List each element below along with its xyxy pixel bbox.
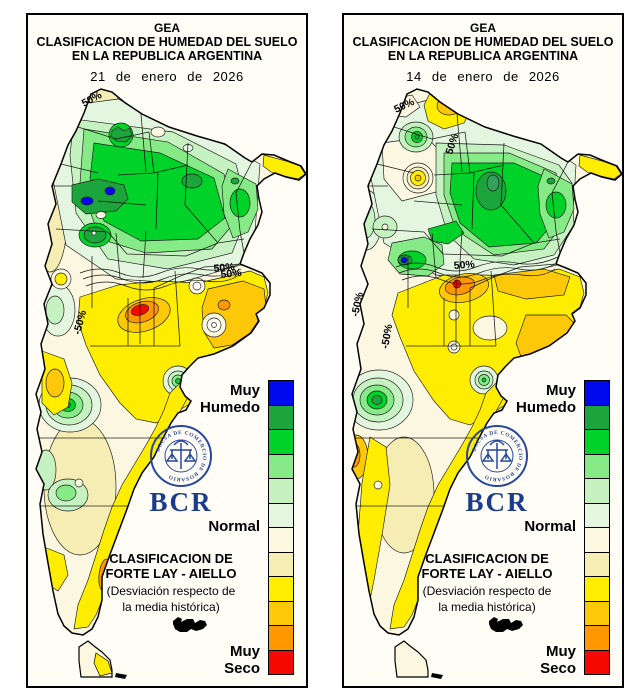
legend-swatch bbox=[268, 453, 294, 479]
map-date: 21 de enero de 2026 bbox=[90, 69, 244, 85]
org-title: GEA bbox=[153, 21, 180, 35]
contour-label: 50% bbox=[453, 259, 475, 272]
classification-subtitle-line2: la media histórica) bbox=[438, 599, 536, 614]
legend-swatch bbox=[584, 404, 610, 430]
malvinas-islands bbox=[489, 617, 523, 632]
map-date: 14 de enero de 2026 bbox=[406, 69, 560, 85]
legend-swatch bbox=[268, 551, 294, 577]
panel-header: GEA CLASIFICACION DE HUMEDAD DEL SUELO E… bbox=[28, 21, 306, 85]
classification-title-line2: FORTE LAY - AIELLO bbox=[105, 566, 237, 582]
org-title: GEA bbox=[469, 21, 496, 35]
classification-title-line2: FORTE LAY - AIELLO bbox=[421, 566, 553, 582]
malvinas-islands bbox=[173, 617, 207, 632]
legend-swatch bbox=[268, 600, 294, 626]
argentina-map: 50%50%50%-50% bbox=[35, 88, 307, 679]
map-title-line2: EN LA REPUBLICA ARGENTINA bbox=[387, 49, 579, 64]
legend-swatch bbox=[268, 527, 294, 553]
contour-label: 50% bbox=[213, 261, 236, 275]
legend-swatch bbox=[268, 404, 294, 430]
legend-swatch bbox=[268, 478, 294, 504]
legend-swatch bbox=[584, 527, 610, 553]
legend-swatch bbox=[268, 502, 294, 528]
legend-swatch bbox=[584, 649, 610, 675]
legend-label-muy-seco: Muy Seco bbox=[224, 643, 260, 677]
legend-swatch bbox=[584, 625, 610, 651]
panel-header: GEA CLASIFICACION DE HUMEDAD DEL SUELO E… bbox=[344, 21, 622, 85]
bcr-seal-icon: BOLSA DE COMERCIO DE ROSARIO bbox=[150, 425, 212, 487]
legend-color-scale bbox=[584, 380, 610, 675]
legend-swatch bbox=[268, 625, 294, 651]
map-title-line1: CLASIFICACION DE HUMEDAD DEL SUELO bbox=[352, 35, 614, 50]
legend-swatch bbox=[268, 576, 294, 602]
legend-label-muy-humedo: Muy Humedo bbox=[516, 382, 576, 416]
legend-label-muy-humedo: Muy Humedo bbox=[200, 382, 260, 416]
legend-label-normal: Normal bbox=[208, 518, 260, 535]
legend-swatch bbox=[584, 453, 610, 479]
bcr-acronym: BCR bbox=[149, 487, 213, 517]
legend-label-normal: Normal bbox=[524, 518, 576, 535]
legend-color-scale bbox=[268, 380, 294, 675]
argentina-map: 50%50%50%-50%-50% bbox=[349, 88, 623, 679]
classification-subtitle-line1: (Desviación respecto de bbox=[106, 583, 236, 598]
legend-swatch bbox=[268, 649, 294, 675]
legend-label-muy-seco: Muy Seco bbox=[540, 643, 576, 677]
map-panel-left: GEA CLASIFICACION DE HUMEDAD DEL SUELO E… bbox=[26, 13, 308, 688]
legend-swatch bbox=[584, 478, 610, 504]
legend-swatch bbox=[268, 380, 294, 406]
legend-swatch bbox=[584, 502, 610, 528]
legend-swatch bbox=[584, 380, 610, 406]
bcr-acronym: BCR bbox=[465, 487, 529, 517]
legend-swatch bbox=[584, 551, 610, 577]
classification-note: CLASIFICACION DE FORTE LAY - AIELLO (Des… bbox=[389, 551, 585, 614]
contour-label: 50% bbox=[220, 267, 243, 281]
bcr-seal-icon: BOLSA DE COMERCIO DE ROSARIO bbox=[466, 425, 528, 487]
legend-swatch bbox=[584, 600, 610, 626]
classification-subtitle-line1: (Desviación respecto de bbox=[422, 583, 552, 598]
map-panel-right: GEA CLASIFICACION DE HUMEDAD DEL SUELO E… bbox=[342, 13, 624, 688]
map-title-line2: EN LA REPUBLICA ARGENTINA bbox=[71, 49, 263, 64]
tierra-del-fuego bbox=[394, 640, 443, 679]
contour-label: -50% bbox=[379, 323, 395, 350]
classification-subtitle-line2: la media histórica) bbox=[122, 599, 220, 614]
classification-note: CLASIFICACION DE FORTE LAY - AIELLO (Des… bbox=[73, 551, 269, 614]
contour-label: -50% bbox=[349, 291, 366, 318]
legend-swatch bbox=[584, 576, 610, 602]
legend-swatch bbox=[268, 429, 294, 455]
tierra-del-fuego bbox=[78, 640, 127, 679]
legend-swatch bbox=[584, 429, 610, 455]
map-title-line1: CLASIFICACION DE HUMEDAD DEL SUELO bbox=[36, 35, 298, 50]
classification-title-line1: CLASIFICACION DE bbox=[109, 551, 233, 566]
classification-title-line1: CLASIFICACION DE bbox=[425, 551, 549, 566]
